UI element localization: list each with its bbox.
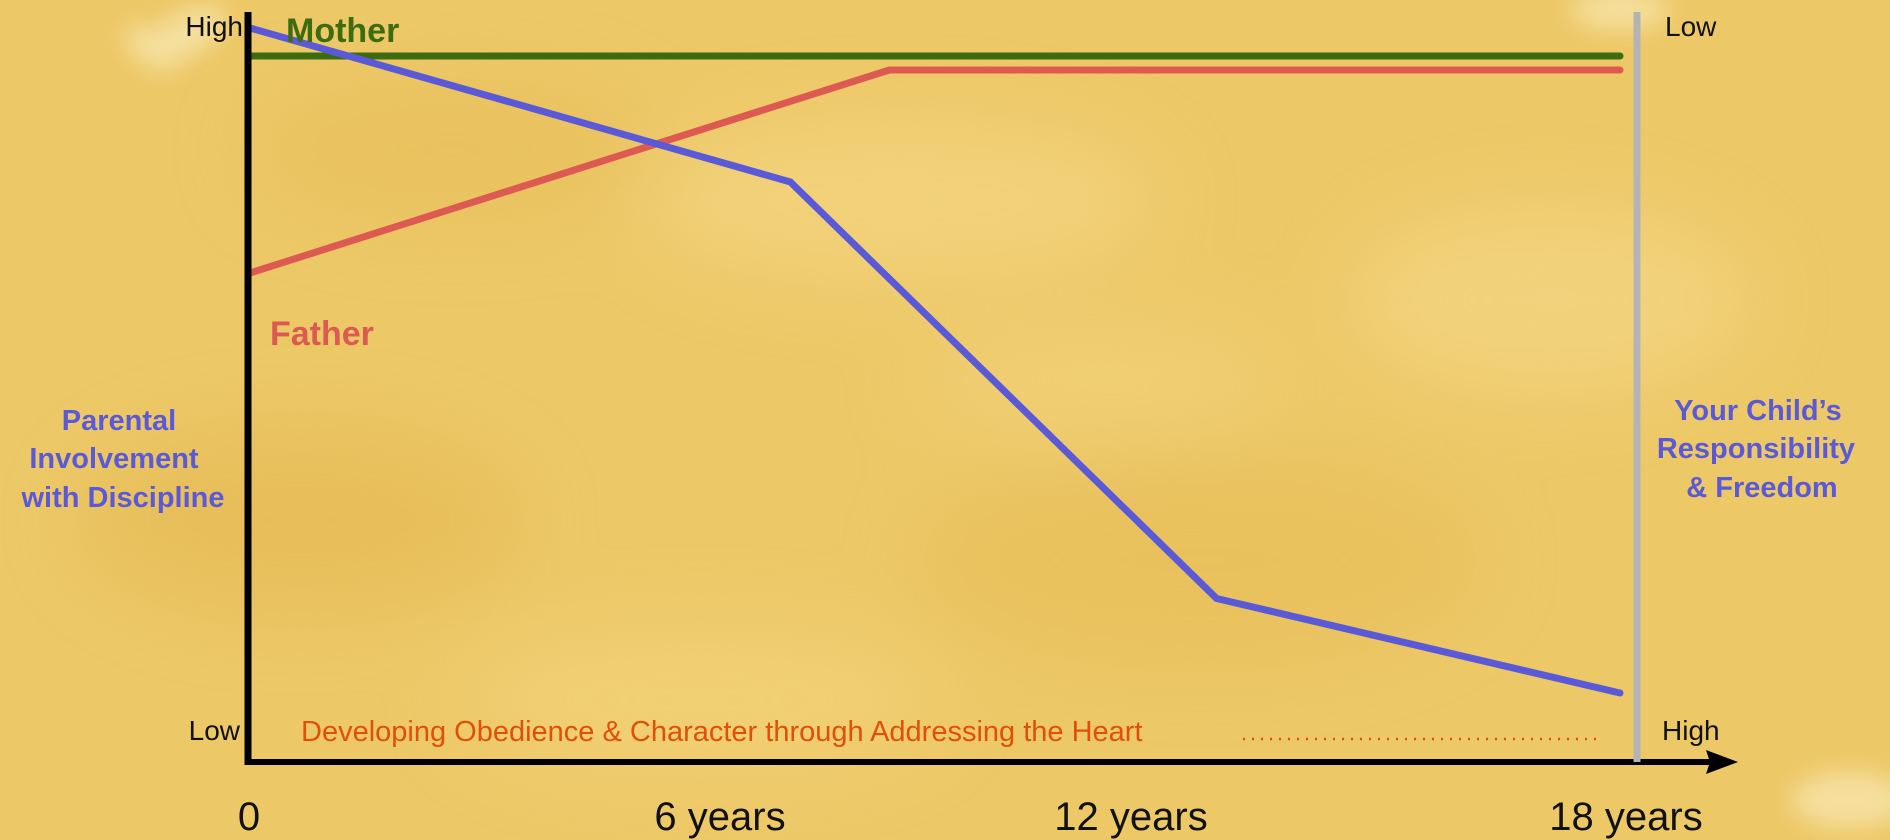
data-point: [1616, 66, 1624, 74]
y-axis-title-left-line: Parental: [62, 405, 176, 437]
y-axis-title-right: Your Child’s Responsibility & Freedom: [1657, 395, 1863, 504]
x-axis-arrow-icon: [1706, 750, 1738, 774]
chart-axes: [244, 12, 1738, 774]
y-axis-title-left-line: Involvement: [29, 443, 199, 475]
y-right-tick-low: Low: [1665, 11, 1717, 42]
series-label-father: Father: [270, 315, 374, 353]
y-left-tick-high: High: [185, 11, 243, 42]
series-line-father: [248, 66, 1620, 277]
y-axis-title-right-line: & Freedom: [1686, 472, 1837, 504]
y-left-tick-low: Low: [189, 715, 241, 746]
data-point: [786, 178, 794, 186]
annotation-text: Developing Obedience & Character through…: [301, 716, 1143, 748]
x-tick-label: 6 years: [654, 795, 785, 839]
data-point: [1616, 52, 1624, 60]
series-label-mother: Mother: [286, 12, 399, 50]
y-axis-title-left-line: with Discipline: [20, 482, 224, 514]
x-tick-label: 0: [238, 795, 260, 839]
data-point: [1616, 689, 1624, 697]
y-axis-title-left: Parental Involvement with Discipline: [20, 405, 224, 514]
data-point: [1213, 595, 1221, 602]
y-axis-title-right-line: Your Child’s: [1674, 395, 1842, 427]
y-axis-title-right-line: Responsibility: [1657, 433, 1855, 465]
x-tick-labels: 0 6 years 12 years 18 years: [238, 795, 1703, 839]
data-point: [665, 136, 673, 144]
series-lines: [246, 24, 1624, 697]
x-tick-label: 12 years: [1054, 795, 1207, 839]
series-line-2: [249, 24, 1621, 697]
y-right-tick-high: High: [1662, 715, 1720, 746]
flower-decoration: [124, 0, 1890, 828]
x-tick-label: 18 years: [1549, 795, 1702, 839]
data-point: [885, 66, 893, 74]
